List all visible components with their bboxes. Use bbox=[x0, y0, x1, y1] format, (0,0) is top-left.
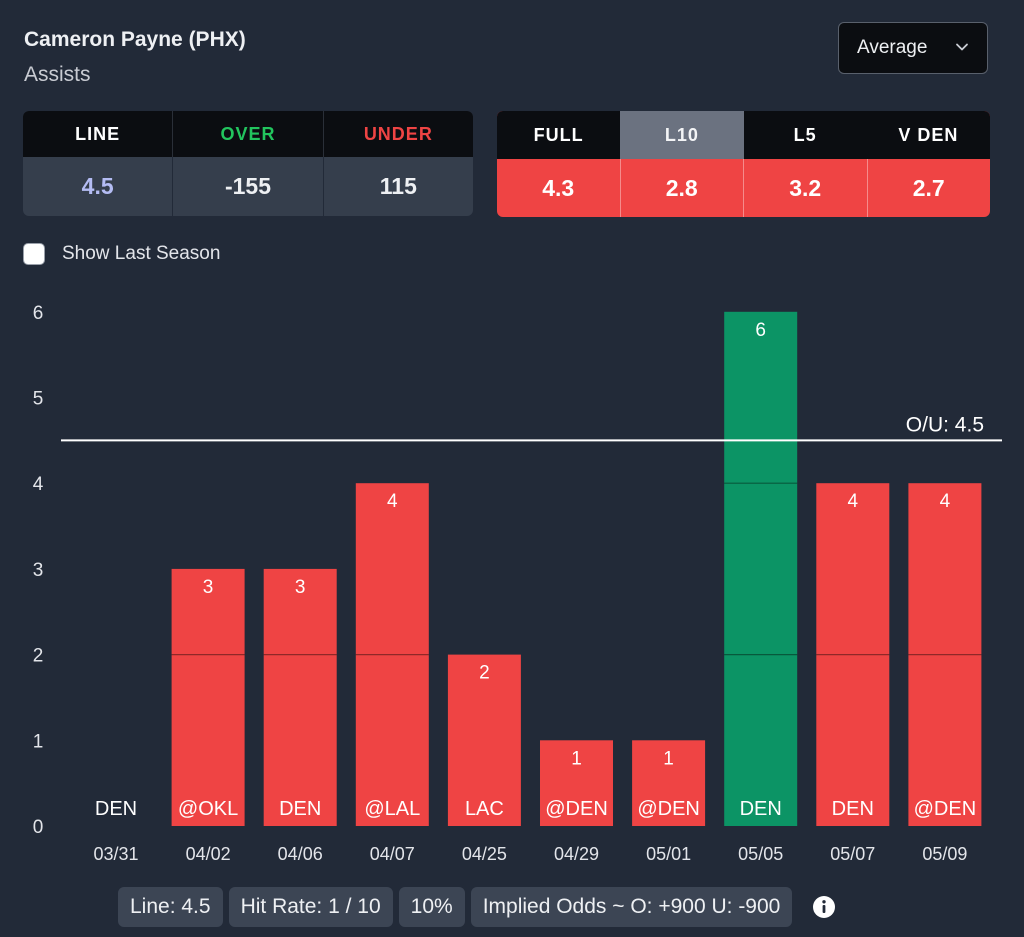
bar bbox=[632, 740, 706, 826]
info-icon[interactable] bbox=[812, 895, 836, 919]
tab-l10[interactable]: L10 bbox=[620, 111, 744, 159]
x-tick-label: 04/25 bbox=[462, 844, 507, 864]
bar bbox=[908, 483, 982, 826]
x-tick-label: 04/02 bbox=[186, 844, 231, 864]
tab-l5[interactable]: L5 bbox=[793, 124, 817, 145]
x-tick-label: 04/06 bbox=[278, 844, 323, 864]
odds-header-line: LINE bbox=[23, 111, 174, 157]
y-tick-label: 5 bbox=[33, 389, 44, 410]
opponent-label: DEN bbox=[740, 798, 782, 820]
odds-value-under: 115 bbox=[379, 173, 417, 199]
average-value-l10: 2.8 bbox=[621, 159, 744, 217]
chevron-down-icon bbox=[955, 40, 969, 59]
x-tick-label: 04/29 bbox=[554, 844, 599, 864]
bar-value-label: 1 bbox=[571, 748, 582, 769]
bar bbox=[724, 311, 798, 826]
opponent-label: DEN bbox=[832, 798, 874, 820]
average-dropdown[interactable]: Average bbox=[838, 22, 988, 74]
over-under-label: O/U: 4.5 bbox=[906, 413, 984, 436]
average-value-full: 4.3 bbox=[497, 159, 621, 217]
opponent-label: LAC bbox=[465, 798, 504, 820]
bar bbox=[540, 740, 613, 826]
x-tick-label: 05/07 bbox=[830, 844, 875, 864]
bar bbox=[263, 568, 337, 826]
hit-rate-pill: Hit Rate: 1 / 10 bbox=[228, 887, 393, 927]
opponent-label: @DEN bbox=[637, 798, 700, 820]
bar-value-label: 1 bbox=[663, 748, 674, 769]
odds-table: LINE OVER UNDER 4.5 -155 115 bbox=[23, 111, 473, 216]
y-tick-label: 1 bbox=[33, 731, 44, 752]
y-tick-label: 0 bbox=[33, 817, 44, 838]
bar-value-label: 4 bbox=[940, 491, 951, 512]
odds-value-over: -155 bbox=[173, 157, 324, 216]
implied-odds-pill: Implied Odds ~ O: +900 U: -900 bbox=[470, 887, 793, 927]
bar-value-label: 4 bbox=[848, 491, 859, 512]
dropdown-selected-value: Average bbox=[857, 37, 928, 58]
odds-value-line: 4.5 bbox=[23, 157, 174, 216]
bar bbox=[171, 568, 245, 826]
player-title: Cameron Payne (PHX) bbox=[24, 28, 246, 51]
opponent-label: @OKL bbox=[178, 798, 238, 820]
stat-type-label: Assists bbox=[24, 63, 91, 86]
y-tick-label: 6 bbox=[33, 303, 44, 324]
bar bbox=[355, 483, 429, 826]
line-pill: Line: 4.5 bbox=[118, 887, 223, 927]
tab-v-den[interactable]: V DEN bbox=[898, 124, 959, 145]
average-table: FULL L10 L5 V DEN 4.3 2.8 3.2 2.7 bbox=[497, 111, 990, 217]
odds-header-over: OVER bbox=[173, 111, 324, 157]
show-last-season-label: Show Last Season bbox=[62, 243, 221, 264]
bar-value-label: 2 bbox=[479, 663, 490, 684]
opponent-label: @LAL bbox=[364, 798, 420, 820]
odds-header-under: UNDER bbox=[363, 123, 433, 144]
y-tick-label: 2 bbox=[33, 646, 44, 667]
hit-percent-pill: 10% bbox=[398, 887, 465, 927]
opponent-label: @DEN bbox=[914, 798, 977, 820]
x-tick-label: 03/31 bbox=[93, 844, 138, 864]
stats-row: Line: 4.5 Hit Rate: 1 / 10 10% Implied O… bbox=[118, 887, 836, 927]
x-tick-label: 04/07 bbox=[370, 844, 415, 864]
x-tick-label: 05/01 bbox=[646, 844, 691, 864]
x-tick-label: 05/05 bbox=[738, 844, 783, 864]
show-last-season-checkbox[interactable] bbox=[23, 243, 45, 265]
opponent-label: @DEN bbox=[545, 798, 608, 820]
assists-bar-chart: 0 1 2 3 4 5 6 DEN 03/31 3 @OKL 04/02 3 DEN 04/06 4 @LAL 0… bbox=[33, 303, 1002, 864]
opponent-label: DEN bbox=[95, 798, 137, 820]
bar-value-label: 3 bbox=[203, 577, 214, 598]
tab-full[interactable]: FULL bbox=[533, 124, 584, 145]
bar bbox=[816, 483, 890, 826]
show-last-season-toggle[interactable]: Show Last Season bbox=[23, 243, 220, 265]
average-value-l5: 3.2 bbox=[744, 159, 868, 217]
bar-value-label: 3 bbox=[295, 577, 306, 598]
x-tick-label: 05/09 bbox=[922, 844, 967, 864]
bar-value-label: 6 bbox=[755, 320, 766, 341]
bar-value-label: 4 bbox=[387, 491, 398, 512]
y-tick-label: 4 bbox=[33, 474, 44, 495]
y-tick-label: 3 bbox=[33, 560, 44, 581]
average-value-v-den: 2.7 bbox=[912, 174, 945, 201]
opponent-label: DEN bbox=[279, 798, 321, 820]
bar bbox=[447, 654, 521, 826]
